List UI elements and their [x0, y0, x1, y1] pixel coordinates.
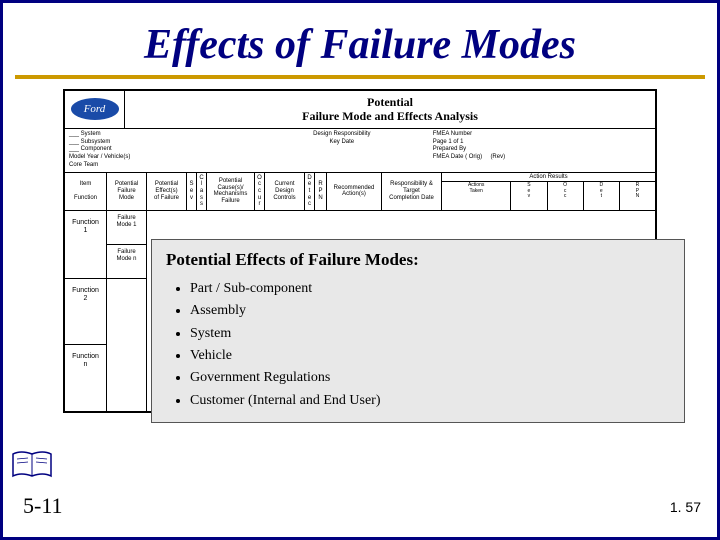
- logo-cell: Ford: [65, 91, 125, 128]
- hdr-rec: Recommended Action(s): [327, 173, 382, 210]
- meta-r1: FMEA Number: [433, 131, 651, 139]
- fmea-form: Ford Potential Failure Mode and Effects …: [63, 89, 657, 413]
- meta-right: FMEA Number Page 1 of 1 Prepared By FMEA…: [433, 131, 651, 170]
- form-title-l1: Potential: [367, 95, 413, 109]
- meta-l4: Model Year / Vehicle(s): [69, 154, 251, 162]
- effects-overlay: Potential Effects of Failure Modes: Part…: [151, 239, 685, 423]
- mode-1: Failure Mode 1: [107, 211, 146, 245]
- overlay-list: Part / Sub-component Assembly System Veh…: [166, 278, 670, 412]
- meta-l2: ___ Subsystem: [69, 139, 251, 147]
- ford-logo: Ford: [71, 98, 119, 120]
- hdr-rpn: R P N: [315, 173, 327, 210]
- overlay-title: Potential Effects of Failure Modes:: [166, 250, 670, 270]
- hdr-occ: O c c u r: [255, 173, 265, 210]
- list-item: Part / Sub-component: [190, 278, 670, 300]
- hdr-ar-d: D e t: [583, 182, 619, 209]
- slide-title: Effects of Failure Modes: [3, 3, 717, 75]
- meta-r2: Page 1 of 1: [433, 139, 651, 147]
- list-item: System: [190, 323, 670, 345]
- hdr-resp: Responsibility & Target Completion Date: [382, 173, 442, 210]
- meta-left: ___ System ___ Subsystem ___ Component M…: [69, 131, 251, 170]
- hdr-action-results: Action Results Actions Taken S e v O c c…: [442, 173, 655, 210]
- grid-body: Function 1 Function 2 Function n Failure…: [65, 211, 655, 411]
- hdr-ctrl: Current Design Controls: [265, 173, 305, 210]
- page-number-right: 1. 57: [670, 499, 701, 515]
- book-icon: [11, 448, 53, 485]
- func-2: Function 2: [65, 279, 106, 345]
- meta-mid: Design Responsibility Key Date: [251, 131, 433, 170]
- hdr-sev: S e v: [187, 173, 197, 210]
- hdr-cause: Potential Cause(s)/ Mechanisms Failure: [207, 173, 255, 210]
- list-item: Government Regulations: [190, 367, 670, 389]
- hdr-ar-s: S e v: [510, 182, 546, 209]
- rest-area: Potential Effects of Failure Modes: Part…: [147, 211, 655, 411]
- form-title-l2: Failure Mode and Effects Analysis: [302, 109, 478, 123]
- hdr-cls: C l a s s: [197, 173, 207, 210]
- hdr-ar-label: Action Results: [442, 173, 655, 183]
- meta-m1: Design Responsibility: [251, 131, 433, 139]
- meta-m2: Key Date: [251, 139, 433, 147]
- title-underline: [15, 75, 705, 79]
- list-item: Vehicle: [190, 345, 670, 367]
- function-column: Function 1 Function 2 Function n: [65, 211, 107, 411]
- form-meta: ___ System ___ Subsystem ___ Component M…: [65, 129, 655, 173]
- meta-r4: FMEA Date ( Orig): [433, 154, 482, 160]
- hdr-item: Item Function: [65, 173, 107, 210]
- list-item: Assembly: [190, 300, 670, 322]
- hdr-det: D e t e c: [305, 173, 315, 210]
- meta-l5: Core Team: [69, 162, 251, 170]
- func-1: Function 1: [65, 211, 106, 279]
- mode-n: Failure Mode n: [107, 245, 146, 279]
- mode-column: Failure Mode 1 Failure Mode n: [107, 211, 147, 411]
- meta-l1: ___ System: [69, 131, 251, 139]
- meta-r5: (Rev): [490, 154, 505, 160]
- func-n: Function n: [65, 345, 106, 411]
- hdr-peff: Potential Effect(s) of Failure: [147, 173, 187, 210]
- meta-r3: Prepared By: [433, 146, 651, 154]
- hdr-ar-actions: Actions Taken: [442, 182, 510, 209]
- form-header: Ford Potential Failure Mode and Effects …: [65, 91, 655, 129]
- list-item: Customer (Internal and End User): [190, 390, 670, 412]
- hdr-ar-r: R P N: [619, 182, 655, 209]
- hdr-ar-o: O c c: [547, 182, 583, 209]
- hdr-pfm: Potential Failure Mode: [107, 173, 147, 210]
- form-title: Potential Failure Mode and Effects Analy…: [125, 91, 655, 128]
- meta-l3: ___ Component: [69, 146, 251, 154]
- page-number-left: 5-11: [23, 493, 63, 519]
- grid-header: Item Function Potential Failure Mode Pot…: [65, 173, 655, 211]
